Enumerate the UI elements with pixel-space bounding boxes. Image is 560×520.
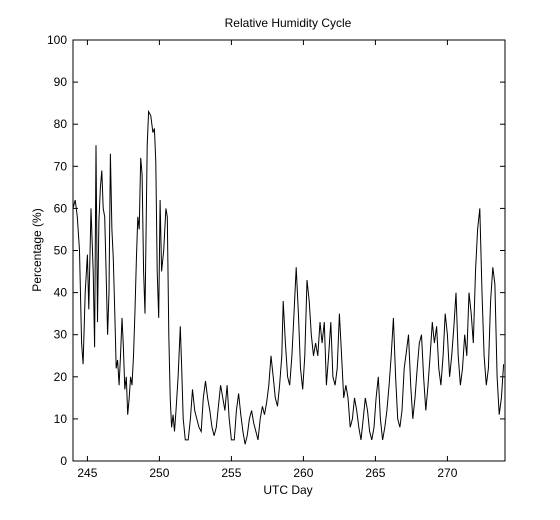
plot-frame — [72, 39, 506, 462]
y-tick-label: 90 — [54, 75, 68, 89]
y-tick-label: 30 — [54, 328, 68, 342]
x-tick-label: 265 — [365, 466, 385, 480]
x-axis-title: UTC Day — [263, 483, 312, 497]
y-axis-title: Percentage (%) — [30, 208, 44, 291]
y-tick-label: 50 — [54, 244, 68, 258]
y-tick-label: 60 — [54, 201, 68, 215]
chart-title: Relative Humidity Cycle — [225, 16, 352, 30]
series-line-relative-humidity — [72, 109, 505, 445]
x-tick-label: 260 — [293, 466, 313, 480]
x-axis-ticks: 245 250 255 260 265 270 — [77, 40, 458, 480]
y-axis-ticks: 0 10 20 30 40 50 60 70 80 90 100 — [47, 33, 505, 468]
x-tick-label: 250 — [149, 466, 169, 480]
y-tick-label: 10 — [54, 412, 68, 426]
plot-area: 245 250 255 260 265 270 0 10 20 30 40 50 60 70 80 90 10… — [47, 33, 506, 480]
y-tick-label: 100 — [47, 33, 67, 47]
y-tick-label: 80 — [54, 117, 68, 131]
y-tick-label: 70 — [54, 159, 68, 173]
y-tick-label: 0 — [60, 454, 67, 468]
x-tick-label: 270 — [437, 466, 457, 480]
x-tick-label: 245 — [77, 466, 97, 480]
x-tick-label: 255 — [221, 466, 241, 480]
y-tick-label: 40 — [54, 286, 68, 300]
y-tick-label: 20 — [54, 370, 68, 384]
